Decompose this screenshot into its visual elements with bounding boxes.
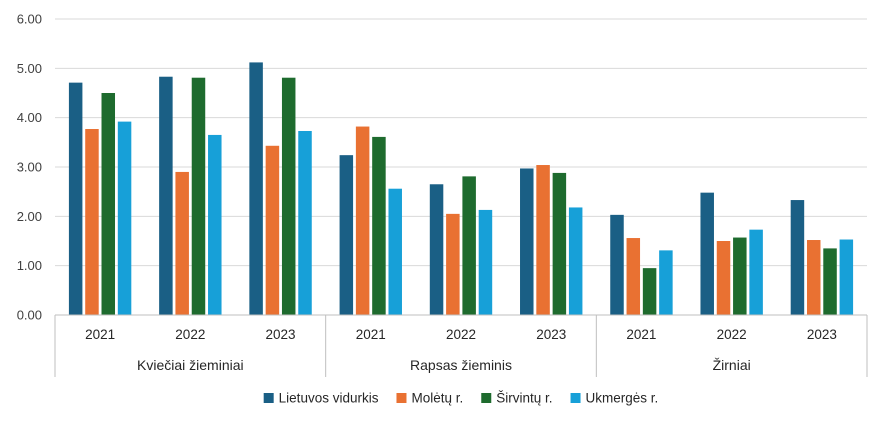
bar (790, 200, 805, 315)
x-category-label: 2022 (446, 327, 476, 342)
bar (659, 250, 673, 315)
bar (749, 229, 763, 315)
bar (159, 76, 173, 315)
bar (117, 121, 132, 315)
bar (552, 172, 567, 315)
y-tick-label: 2.00 (17, 209, 42, 224)
bar (716, 241, 731, 315)
legend-label: Širvintų r. (496, 391, 552, 406)
legend-swatch (263, 393, 274, 403)
bar (536, 165, 550, 315)
bar (568, 207, 583, 315)
legend-swatch (481, 393, 492, 403)
bar (462, 176, 476, 315)
x-category-label: 2021 (626, 327, 656, 342)
x-axis-labels: 2021 2022 2023 Kviečiai žieminiai 2021 2022 20… (85, 327, 837, 373)
y-tick-label: 1.00 (17, 258, 42, 273)
x-group-label: Kviečiai žieminiai (137, 357, 244, 373)
legend-label: Ukmergės r. (586, 391, 659, 406)
legend-label: Molėtų r. (411, 391, 463, 406)
bar (520, 168, 534, 315)
bar (806, 240, 821, 315)
bar (208, 134, 222, 315)
bar (823, 248, 837, 315)
bar (85, 129, 99, 315)
bar (281, 77, 296, 315)
bar (68, 82, 83, 315)
bar (191, 77, 206, 315)
legend-swatch (396, 393, 407, 403)
bar (339, 155, 354, 315)
gridlines (55, 18, 867, 267)
bar (429, 184, 444, 315)
x-category-label: 2023 (536, 327, 566, 342)
x-category-label: 2023 (266, 327, 296, 342)
x-category-label: 2022 (717, 327, 747, 342)
bar (101, 93, 116, 315)
x-group-label: Rapsas žieminis (410, 357, 512, 373)
bar (388, 188, 402, 315)
bar (700, 192, 714, 315)
y-tick-label: 4.00 (17, 110, 42, 125)
bar (478, 209, 493, 315)
bar (642, 268, 657, 315)
x-axis (54, 314, 868, 377)
x-category-label: 2021 (85, 327, 115, 342)
bar (355, 126, 370, 316)
bar (372, 136, 386, 315)
bar (626, 238, 641, 315)
y-tick-label: 6.00 (17, 12, 42, 27)
legend: Lietuvos vidurkis Molėtų r. Širvintų r. Ukm… (263, 391, 659, 406)
bar (446, 213, 460, 315)
bar (175, 171, 189, 315)
bar (733, 237, 747, 315)
bar (298, 130, 312, 315)
y-tick-label: 0.00 (17, 308, 42, 323)
y-tick-label: 5.00 (17, 61, 42, 76)
y-axis-ticks: 0.00 1.00 2.00 3.00 4.00 5.00 6.00 (17, 12, 42, 323)
y-tick-label: 3.00 (17, 160, 42, 175)
legend-swatch (570, 393, 581, 403)
bar (265, 145, 280, 315)
bar (839, 239, 854, 315)
bar (249, 62, 263, 316)
bars (68, 62, 854, 316)
bar (610, 214, 624, 315)
x-category-label: 2022 (175, 327, 205, 342)
x-group-label: Žirniai (713, 357, 751, 373)
legend-label: Lietuvos vidurkis (279, 391, 379, 406)
x-category-label: 2023 (807, 327, 837, 342)
x-category-label: 2021 (356, 327, 386, 342)
